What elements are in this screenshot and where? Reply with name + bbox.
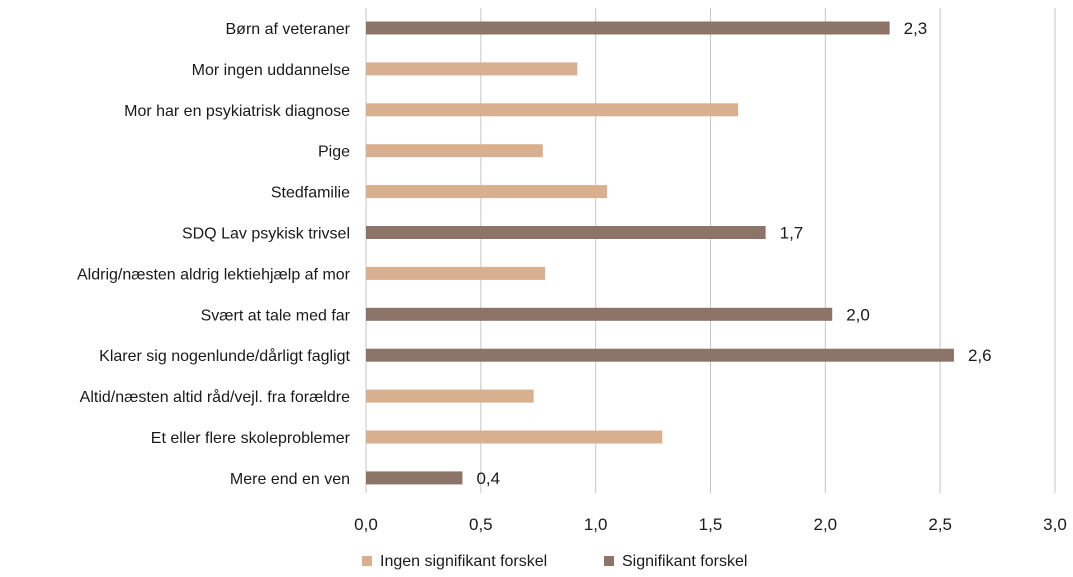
category-label-10: Et eller flere skoleproblemer xyxy=(151,430,351,447)
data-label-7: 2,0 xyxy=(846,305,870,324)
bar-11 xyxy=(366,471,463,485)
category-label-2: Mor har en psykiatrisk diagnose xyxy=(124,103,350,120)
legend-label-1: Signifikant forskel xyxy=(622,553,747,570)
bar-7 xyxy=(366,307,833,321)
category-label-8: Klarer sig nogenlunde/dårligt fagligt xyxy=(99,347,350,365)
category-labels: Børn af veteraner Mor ingen uddannelse Mor… xyxy=(77,21,351,488)
data-label-11: 0,4 xyxy=(476,469,500,488)
x-tick-label-6: 3,0 xyxy=(1043,515,1067,534)
x-tick-label-1: 0,5 xyxy=(469,515,493,534)
category-label-9: Altid/næsten altid råd/vejl. fra forældr… xyxy=(80,388,350,406)
x-tick-label-5: 2,5 xyxy=(928,515,952,534)
category-label-0: Børn af veteraner xyxy=(226,21,351,38)
gridlines xyxy=(365,8,1056,493)
bar-8 xyxy=(366,348,954,362)
category-label-5: SDQ Lav psykisk trivsel xyxy=(182,226,350,243)
data-label-5: 1,7 xyxy=(780,224,804,243)
x-tick-label-4: 2,0 xyxy=(814,515,838,534)
category-label-4: Stedfamilie xyxy=(271,185,350,202)
data-labels: 2,3 1,7 2,0 2,6 0,4 xyxy=(476,19,991,488)
x-tick-label-3: 1,5 xyxy=(699,515,723,534)
bar-2 xyxy=(366,103,739,117)
x-axis-tick-labels: 0,0 0,5 1,0 1,5 2,0 2,5 3,0 xyxy=(354,515,1067,534)
legend: Ingen signifikant forskel Signifikant for… xyxy=(362,553,747,570)
bar-4 xyxy=(366,185,608,199)
x-tick-label-0: 0,0 xyxy=(354,515,378,534)
bars xyxy=(366,21,954,485)
bar-1 xyxy=(366,62,578,76)
category-label-1: Mor ingen uddannelse xyxy=(192,62,350,79)
category-label-6: Aldrig/næsten aldrig lektiehjælp af mor xyxy=(77,266,351,283)
category-label-3: Pige xyxy=(318,144,350,161)
bar-9 xyxy=(366,389,534,403)
data-label-8: 2,6 xyxy=(968,346,992,365)
data-label-0: 2,3 xyxy=(904,19,928,38)
category-label-7: Svært at tale med far xyxy=(201,307,351,324)
bar-3 xyxy=(366,144,543,158)
bar-10 xyxy=(366,430,663,444)
category-label-11: Mere end en ven xyxy=(230,471,350,488)
bar-5 xyxy=(366,226,766,239)
legend-swatch-0 xyxy=(362,556,372,566)
x-tick-label-2: 1,0 xyxy=(584,515,608,534)
bar-6 xyxy=(366,266,546,280)
bar-0 xyxy=(366,21,890,35)
legend-label-0: Ingen signifikant forskel xyxy=(380,553,547,570)
legend-swatch-1 xyxy=(604,556,614,566)
